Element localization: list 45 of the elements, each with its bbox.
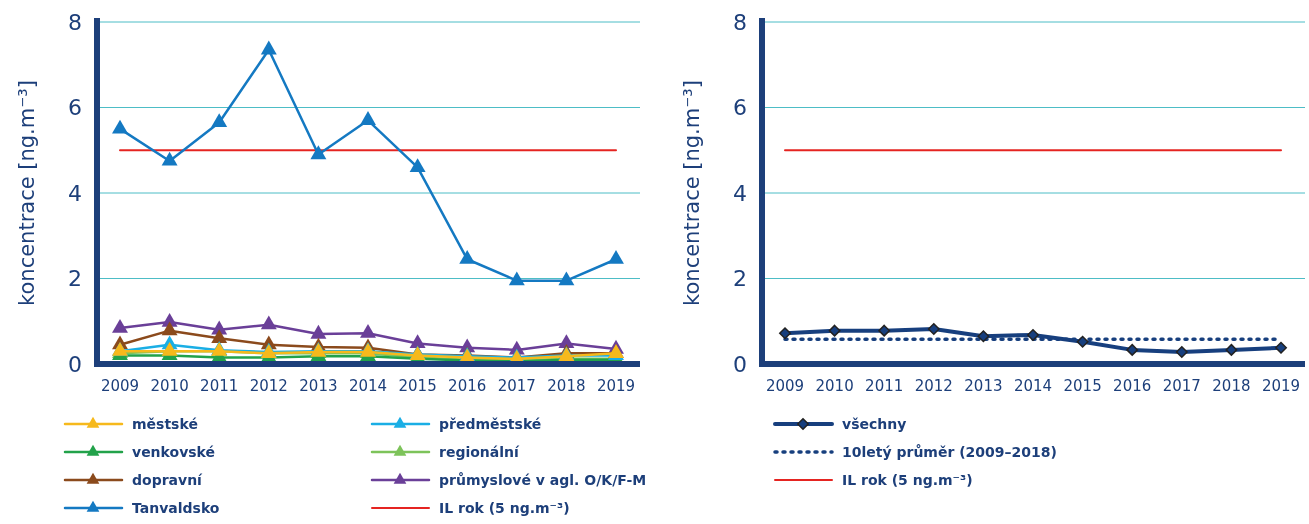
x-tick-label: 2015 <box>398 377 437 395</box>
y-tick-label: 2 <box>733 266 747 292</box>
x-tick-label: 2016 <box>448 377 487 395</box>
x-tick-label: 2013 <box>964 377 1003 395</box>
legend-label: regionální <box>439 443 521 460</box>
x-tick-label: 2010 <box>815 377 854 395</box>
x-tick-label: 2019 <box>596 377 636 395</box>
y-tick-label: 0 <box>68 351 82 377</box>
y-tick-label: 4 <box>68 180 82 206</box>
y-axis-title: koncentrace [ng.m⁻³] <box>15 80 40 306</box>
legend-label: dopravní <box>132 471 204 488</box>
x-tick-label: 2014 <box>348 377 388 395</box>
x-tick-label: 2018 <box>1212 377 1251 395</box>
y-tick-label: 2 <box>68 266 82 292</box>
x-tick-label: 2009 <box>765 377 805 395</box>
legend-label: Tanvaldsko <box>132 499 220 516</box>
y-tick-label: 8 <box>733 9 747 35</box>
x-tick-label: 2013 <box>299 377 338 395</box>
legend-label: IL rok (5 ng.m⁻³) <box>842 471 973 488</box>
legend-label: předměstské <box>439 415 542 432</box>
x-tick-label: 2017 <box>1162 377 1201 395</box>
y-tick-label: 4 <box>733 180 747 206</box>
y-tick-label: 8 <box>68 9 82 35</box>
y-tick-label: 0 <box>733 351 747 377</box>
x-tick-label: 2016 <box>1113 377 1152 395</box>
x-tick-label: 2019 <box>1261 377 1301 395</box>
x-tick-label: 2011 <box>200 377 239 395</box>
legend-label: městské <box>132 415 198 432</box>
x-tick-label: 2009 <box>100 377 140 395</box>
x-tick-label: 2015 <box>1063 377 1102 395</box>
y-tick-label: 6 <box>68 95 82 121</box>
x-tick-label: 2012 <box>249 377 288 395</box>
x-tick-label: 2010 <box>150 377 189 395</box>
legend-label: průmyslové v agl. O/K/F-M <box>439 471 647 488</box>
x-tick-label: 2018 <box>547 377 586 395</box>
legend-label: všechny <box>842 415 907 432</box>
x-tick-label: 2017 <box>497 377 536 395</box>
x-tick-label: 2012 <box>914 377 953 395</box>
y-axis-title: koncentrace [ng.m⁻³] <box>680 80 705 306</box>
legend-label: venkovské <box>132 443 216 460</box>
x-tick-label: 2014 <box>1013 377 1053 395</box>
legend-label: 10letý průměr (2009–2018) <box>842 443 1057 460</box>
x-tick-label: 2011 <box>865 377 904 395</box>
y-tick-label: 6 <box>733 95 747 121</box>
legend-label: IL rok (5 ng.m⁻³) <box>439 499 570 516</box>
